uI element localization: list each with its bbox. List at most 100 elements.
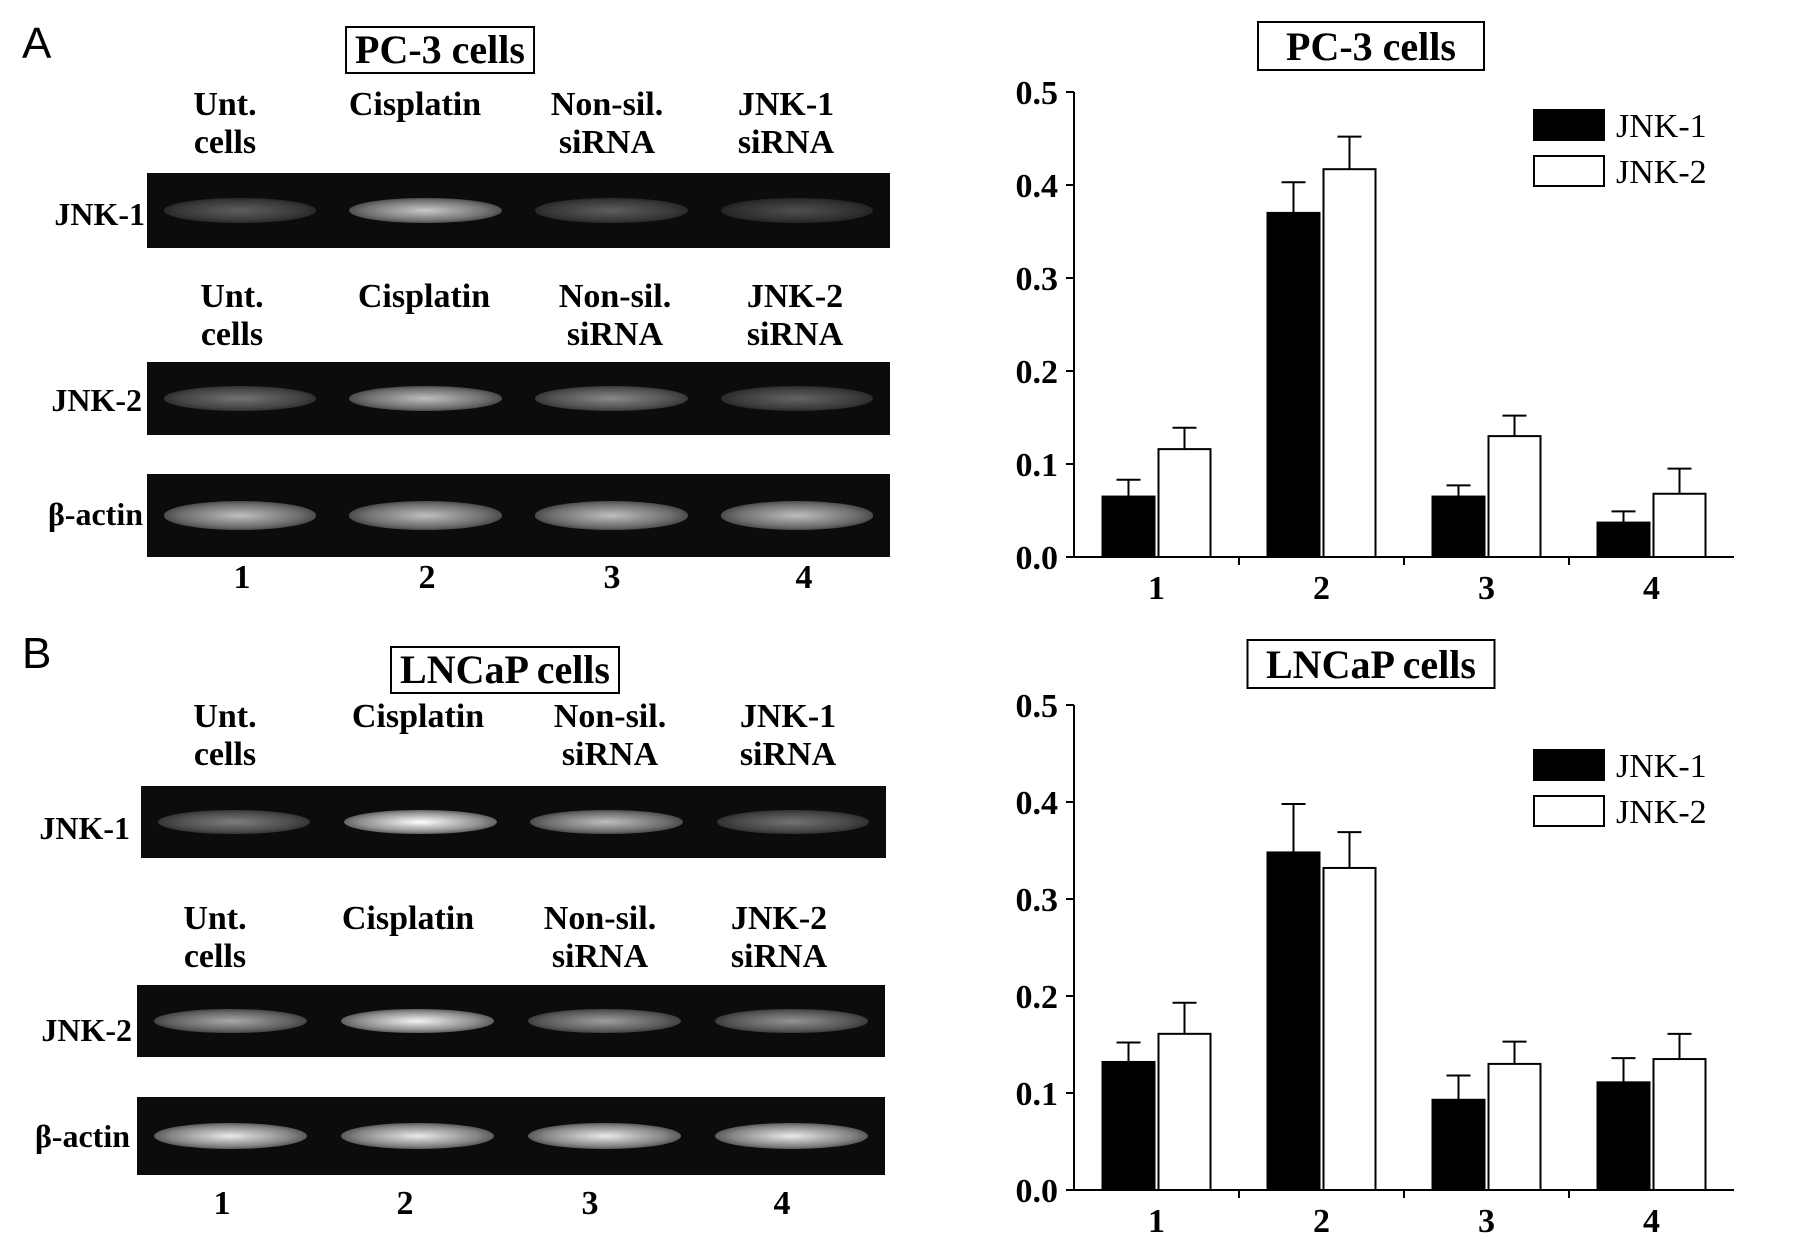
lane-number: 1 <box>233 559 251 596</box>
chart-title-box <box>1246 639 1496 689</box>
x-tick-label: 4 <box>1643 570 1660 607</box>
lane-label-text: JNK-1 siRNA <box>737 86 835 161</box>
legend-swatch <box>1533 155 1605 187</box>
lane-label-text: Unt. cells <box>183 900 247 975</box>
lane-label: JNK-1 siRNA <box>703 698 873 774</box>
lane-number: 4 <box>773 1185 791 1222</box>
row-label-jnk2: JNK-2 <box>41 1012 132 1048</box>
lane-label-text: Unt. cells <box>193 86 257 161</box>
legend-swatch <box>1533 749 1605 781</box>
gel-strip <box>137 1097 885 1175</box>
bar-jnk-1 <box>1266 851 1321 1191</box>
y-tick-label: 0.4 <box>1016 785 1059 822</box>
bar-jnk-2 <box>1652 1058 1707 1191</box>
y-tick-label: 0.4 <box>1016 168 1059 205</box>
gel-band <box>153 1008 308 1034</box>
lane-label: Non-sil. siRNA <box>515 900 685 976</box>
lane-label-text: Non-sil. siRNA <box>558 278 672 353</box>
row-label-actin: β-actin <box>47 496 143 532</box>
row-label-jnk1: JNK-1 <box>39 810 130 846</box>
lane-label: Non-sil. siRNA <box>525 698 695 774</box>
lane-label: Cisplatin <box>333 698 503 736</box>
y-tick-label: 0.0 <box>1016 540 1059 577</box>
y-tick-label: 0.3 <box>1016 261 1059 298</box>
bar-jnk-2 <box>1157 448 1212 558</box>
bar-jnk-2 <box>1322 168 1377 558</box>
gel-strip <box>141 786 886 858</box>
lane-number: 4 <box>795 559 813 596</box>
bar-jnk-2 <box>1487 435 1542 559</box>
panel-letter-b: B <box>22 629 52 678</box>
gel-band <box>163 501 317 530</box>
y-tick-label: 0.5 <box>1016 688 1059 725</box>
bar-jnk-1 <box>1266 211 1321 558</box>
row-label-jnk2: JNK-2 <box>51 382 142 418</box>
lane-number: 2 <box>418 559 436 596</box>
x-tick-label: 3 <box>1478 1203 1495 1240</box>
lane-label-text: Cisplatin <box>357 278 491 315</box>
lane-label-text: JNK-2 siRNA <box>746 278 844 353</box>
lane-label: Non-sil. siRNA <box>522 86 692 162</box>
bar-jnk-1 <box>1596 521 1651 558</box>
lane-label: Unt. cells <box>130 900 300 976</box>
x-tick-label: 1 <box>1148 570 1165 607</box>
chart-title: LNCaP cells <box>1266 642 1476 687</box>
gel-title-b: LNCaP cells <box>390 646 620 694</box>
lane-label: JNK-1 siRNA <box>701 86 871 162</box>
lane-number: 3 <box>603 559 621 596</box>
lane-label-text: Cisplatin <box>348 86 482 123</box>
chart-title: PC-3 cells <box>1286 24 1456 69</box>
x-tick-label: 1 <box>1148 1203 1165 1240</box>
y-tick-label: 0.0 <box>1016 1173 1059 1210</box>
x-tick-label: 2 <box>1313 570 1330 607</box>
bar-jnk-2 <box>1322 866 1377 1192</box>
gel-band <box>714 1122 869 1150</box>
lane-label: Unt. cells <box>140 698 310 774</box>
gel-band <box>527 1122 682 1150</box>
legend-label: JNK-1 <box>1616 108 1707 145</box>
bar-jnk-2 <box>1157 1032 1212 1191</box>
bar-chart-lncap: LNCaP cells 0.0 0.1 0.2 0.3 0.4 0.5 1 2 3 4 JNK-1 JN… <box>1016 639 1734 1240</box>
gel-band <box>349 197 502 224</box>
gel-band <box>535 386 688 411</box>
lane-number: 3 <box>581 1185 599 1222</box>
y-tick-label: 0.5 <box>1016 75 1059 112</box>
lane-label: Cisplatin <box>330 86 500 124</box>
lane-label-text: Non-sil. siRNA <box>550 86 664 161</box>
x-tick-label: 4 <box>1643 1203 1660 1240</box>
gel-band <box>720 386 874 411</box>
gel-band <box>527 1008 682 1034</box>
row-label-jnk1: JNK-1 <box>54 196 145 232</box>
gel-band <box>720 197 874 224</box>
bar-jnk-1 <box>1596 1081 1651 1191</box>
legend-label: JNK-2 <box>1616 154 1707 191</box>
x-tick-label: 3 <box>1478 570 1495 607</box>
gel-band <box>163 386 317 411</box>
gel-strip <box>147 173 890 248</box>
lane-label: Non-sil. siRNA <box>530 278 700 354</box>
lane-label: Cisplatin <box>323 900 493 938</box>
gel-band <box>153 1122 308 1150</box>
gel-band <box>340 1008 495 1034</box>
gel-strip <box>147 362 890 435</box>
lane-label: JNK-2 siRNA <box>710 278 880 354</box>
gel-band <box>530 809 683 835</box>
lane-label: Cisplatin <box>339 278 509 316</box>
gel-band <box>716 809 870 835</box>
lane-label-text: Unt. cells <box>193 698 257 773</box>
gel-band <box>344 809 497 835</box>
lane-number: 2 <box>396 1185 414 1222</box>
bar-jnk-1 <box>1101 495 1156 558</box>
gel-band <box>535 197 688 224</box>
x-tick-label: 2 <box>1313 1203 1330 1240</box>
chart-title-box <box>1257 21 1485 71</box>
legend-swatch <box>1533 795 1605 827</box>
y-tick-label: 0.1 <box>1016 447 1059 484</box>
lane-label: Unt. cells <box>147 278 317 354</box>
legend-swatch <box>1533 109 1605 141</box>
y-tick-label: 0.3 <box>1016 882 1059 919</box>
bar-jnk-1 <box>1431 495 1486 558</box>
y-tick-label: 0.1 <box>1016 1076 1059 1113</box>
bar-jnk-2 <box>1487 1062 1542 1191</box>
gel-band <box>163 197 317 224</box>
